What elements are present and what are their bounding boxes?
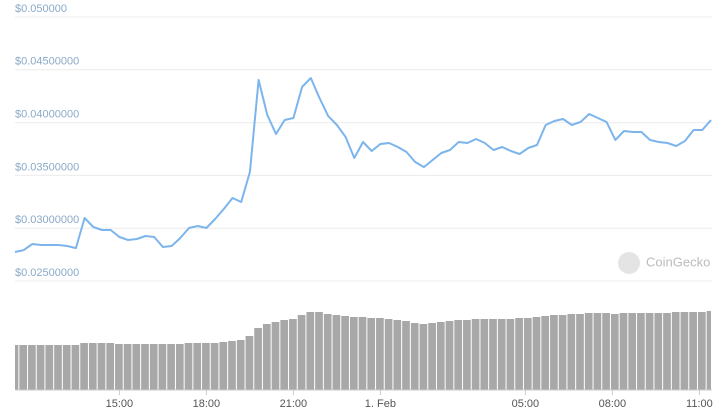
volume-bar [15, 345, 19, 390]
volume-bar [628, 313, 637, 390]
volume-bar [254, 328, 262, 390]
volume-bar [541, 316, 550, 390]
volume-bar [193, 343, 202, 390]
volume-bar [463, 320, 471, 390]
y-tick-label: $0.03000000 [15, 214, 79, 226]
volume-bar [141, 344, 149, 390]
x-tick-label: 05:00 [512, 398, 540, 410]
volume-bar [123, 344, 132, 390]
volume-bar [410, 323, 419, 390]
volume-bar [262, 324, 271, 390]
volume-bar [115, 344, 123, 390]
watermark-logo [618, 252, 640, 274]
volume-bar [236, 340, 245, 390]
y-tick-label: $0.03500000 [15, 161, 79, 173]
volume-bar [19, 345, 28, 390]
x-tick-label: 18:00 [193, 398, 221, 410]
volume-bar [45, 345, 54, 390]
volume-bar [62, 345, 71, 390]
x-tick-label: 15:00 [106, 398, 134, 410]
volume-bar [497, 319, 506, 390]
volume-bar [680, 312, 689, 390]
volume-bar [610, 314, 619, 390]
x-tick-label: 11:00 [686, 398, 713, 410]
volume-bar [210, 343, 219, 390]
volume-bar [584, 313, 593, 390]
volume-bar [332, 315, 341, 390]
volume-bar [306, 312, 315, 390]
volume-bar [445, 321, 454, 390]
volume-bar [402, 321, 410, 390]
volume-bar [697, 312, 706, 390]
x-tick-label: 21:00 [280, 398, 308, 410]
volume-bar [567, 314, 576, 390]
volume-bar [289, 319, 297, 390]
y-tick-label: $0.04000000 [15, 109, 79, 121]
volume-bar [80, 343, 88, 390]
volume-bar [471, 319, 480, 390]
volume-bar [36, 345, 45, 390]
volume-bar [576, 314, 584, 390]
volume-bar [436, 322, 445, 390]
volume-bar [602, 313, 610, 390]
volume-bar [480, 319, 489, 390]
volume-bar [645, 313, 654, 390]
volume-bar [132, 344, 141, 390]
volume-bar [593, 313, 602, 390]
volume-bar [71, 345, 80, 390]
watermark: CoinGecko [646, 254, 710, 269]
volume-bar [358, 317, 367, 390]
volume-bar [419, 324, 428, 390]
volume-bar [637, 313, 645, 390]
volume-bar [149, 344, 158, 390]
volume-bar [654, 313, 663, 390]
volume-bar [271, 322, 280, 390]
volume-bar [454, 320, 463, 390]
volume-bar [323, 314, 332, 390]
volume-bar [245, 336, 254, 390]
volume-bar [106, 343, 115, 390]
volume-bar [428, 323, 436, 390]
volume-bar [367, 318, 376, 390]
volume-bar [376, 318, 384, 390]
volume-bar [663, 313, 671, 390]
volume-bar [88, 343, 97, 390]
x-tick-label: 1. Feb [365, 398, 396, 410]
y-tick-label: $0.04500000 [15, 56, 79, 68]
volume-bar [706, 311, 711, 390]
volume-bar [158, 344, 167, 390]
volume-bar [393, 320, 402, 390]
volume-bar [297, 315, 306, 390]
volume-bar [167, 344, 175, 390]
volume-bar [349, 317, 358, 390]
volume-bar [202, 343, 210, 390]
volume-bar [219, 342, 228, 390]
volume-bar [550, 315, 558, 390]
volume-bar [689, 312, 697, 390]
volume-bar [506, 319, 515, 390]
price-line [14, 77, 712, 253]
volume-bar [184, 343, 193, 390]
volume-bar [384, 319, 393, 390]
y-tick-label: $0.050000 [15, 3, 67, 15]
volume-bar [97, 343, 106, 390]
volume-bar [341, 316, 349, 390]
volume-bar [28, 345, 36, 390]
volume-bar [671, 312, 680, 390]
volume-bar [315, 312, 323, 390]
volume-bar [532, 317, 541, 390]
volume-bar [175, 344, 184, 390]
y-tick-label: $0.02500000 [15, 267, 79, 279]
x-tick-label: 08:00 [599, 398, 627, 410]
volume-bar [619, 313, 628, 390]
volume-bar [54, 345, 62, 390]
volume-bar [558, 315, 567, 390]
volume-bar [489, 319, 497, 390]
volume-bar [515, 318, 523, 390]
volume-bar [523, 318, 532, 390]
volume-bar [228, 341, 236, 390]
volume-bar [280, 320, 289, 390]
